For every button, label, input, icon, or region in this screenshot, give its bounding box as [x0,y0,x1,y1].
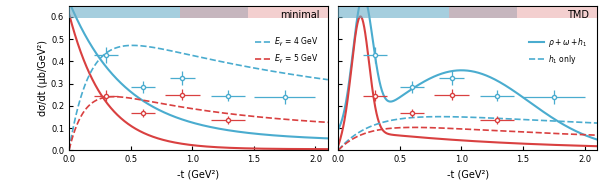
Legend: $\rho + \omega + h_1$, $h_1$ only: $\rho + \omega + h_1$, $h_1$ only [526,33,590,69]
Text: minimal: minimal [281,10,320,20]
X-axis label: -t (GeV²): -t (GeV²) [446,170,488,180]
X-axis label: -t (GeV²): -t (GeV²) [178,170,220,180]
Y-axis label: dσ/dt (μb/GeV²): dσ/dt (μb/GeV²) [38,40,48,116]
Text: TMD: TMD [567,10,589,20]
Legend: $E_\gamma$ = 4 GeV, $E_\gamma$ = 5 GeV: $E_\gamma$ = 4 GeV, $E_\gamma$ = 5 GeV [252,33,322,69]
